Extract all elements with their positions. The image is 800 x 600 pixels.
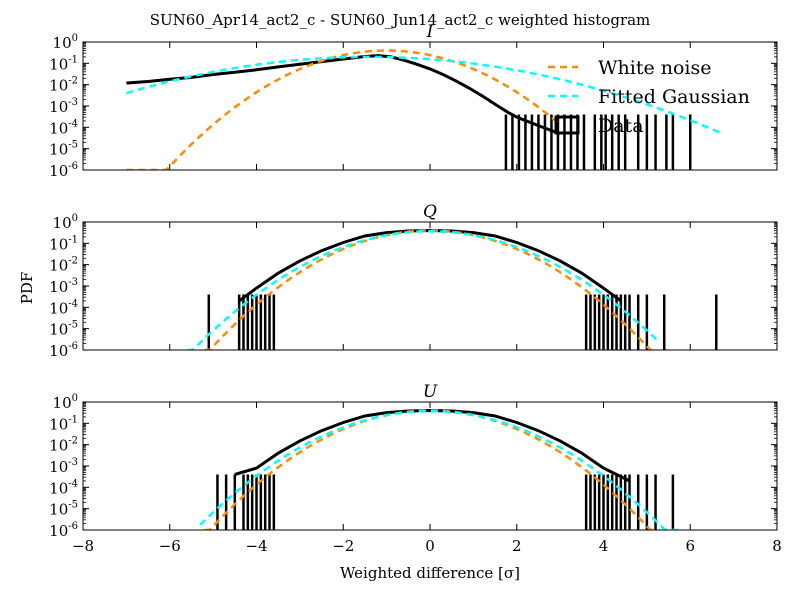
x-tick-label: −6 <box>159 537 181 555</box>
fitted-gaussian-curve <box>199 409 682 530</box>
y-tick-label: 10-4 <box>49 478 78 497</box>
white-noise-curve <box>126 49 561 170</box>
y-tick-label: 100 <box>53 393 78 412</box>
data-line <box>126 54 561 136</box>
y-tick-label: 100 <box>53 213 78 232</box>
panel-q: Q 100 10-1 10-2 10-3 10-4 10-5 10-6 <box>49 202 778 360</box>
y-tick-label: 10-5 <box>49 140 78 159</box>
y-axis-label: PDF <box>18 272 36 305</box>
legend-label: Data <box>598 115 644 137</box>
x-tick-label: 6 <box>685 537 695 555</box>
legend: White noise Fitted Gaussian Data <box>548 57 750 137</box>
x-axis-label: Weighted difference [σ] <box>340 564 520 582</box>
data-line <box>234 408 631 483</box>
y-tick-label: 10-3 <box>49 457 78 476</box>
x-tick-label: 4 <box>599 537 609 555</box>
y-tick-label: 10-3 <box>49 97 78 116</box>
axes-frame <box>82 221 778 351</box>
y-tick-label: 10-5 <box>49 500 78 519</box>
white-noise-curve <box>204 229 656 350</box>
y-tick-label: 10-2 <box>49 76 78 95</box>
panel-title: Q <box>423 202 437 222</box>
figure-suptitle: SUN60_Apr14_act2_c - SUN60_Jun14_act2_c … <box>150 11 651 29</box>
legend-label: Fitted Gaussian <box>598 86 750 108</box>
x-tick-label: −2 <box>332 537 354 555</box>
y-tick-label: 10-1 <box>49 234 78 253</box>
x-tick-label: −4 <box>245 537 267 555</box>
y-tick-label: 10-4 <box>49 118 78 137</box>
panel-title: U <box>423 382 438 402</box>
x-tick-label: 0 <box>425 537 435 555</box>
fitted-gaussian-curve <box>126 55 722 135</box>
y-tick-label: 10-2 <box>49 436 78 455</box>
x-tick-label: 2 <box>512 537 522 555</box>
y-tick-label: 10-3 <box>49 277 78 296</box>
data-line <box>238 228 622 303</box>
y-tick-label: 10-6 <box>49 341 78 360</box>
y-tick-label: 10-1 <box>49 414 78 433</box>
legend-swatch <box>554 115 580 135</box>
y-tick-label: 10-6 <box>49 161 78 180</box>
y-tick-label: 10-4 <box>49 298 78 317</box>
y-tick-label: 10-5 <box>49 320 78 339</box>
x-tick-label: 8 <box>772 537 782 555</box>
fitted-gaussian-curve <box>187 229 661 350</box>
legend-label: White noise <box>598 57 712 79</box>
panel-title: I <box>426 22 434 42</box>
y-tick-label: 10-1 <box>49 54 78 73</box>
panel-i: I 100 10-1 10-2 10-3 10-4 10-5 10-6 <box>49 22 778 180</box>
y-tick-label: 10-2 <box>49 256 78 275</box>
x-tick-label: −8 <box>72 537 94 555</box>
white-noise-curve <box>204 409 656 530</box>
y-tick-label: 100 <box>53 33 78 52</box>
